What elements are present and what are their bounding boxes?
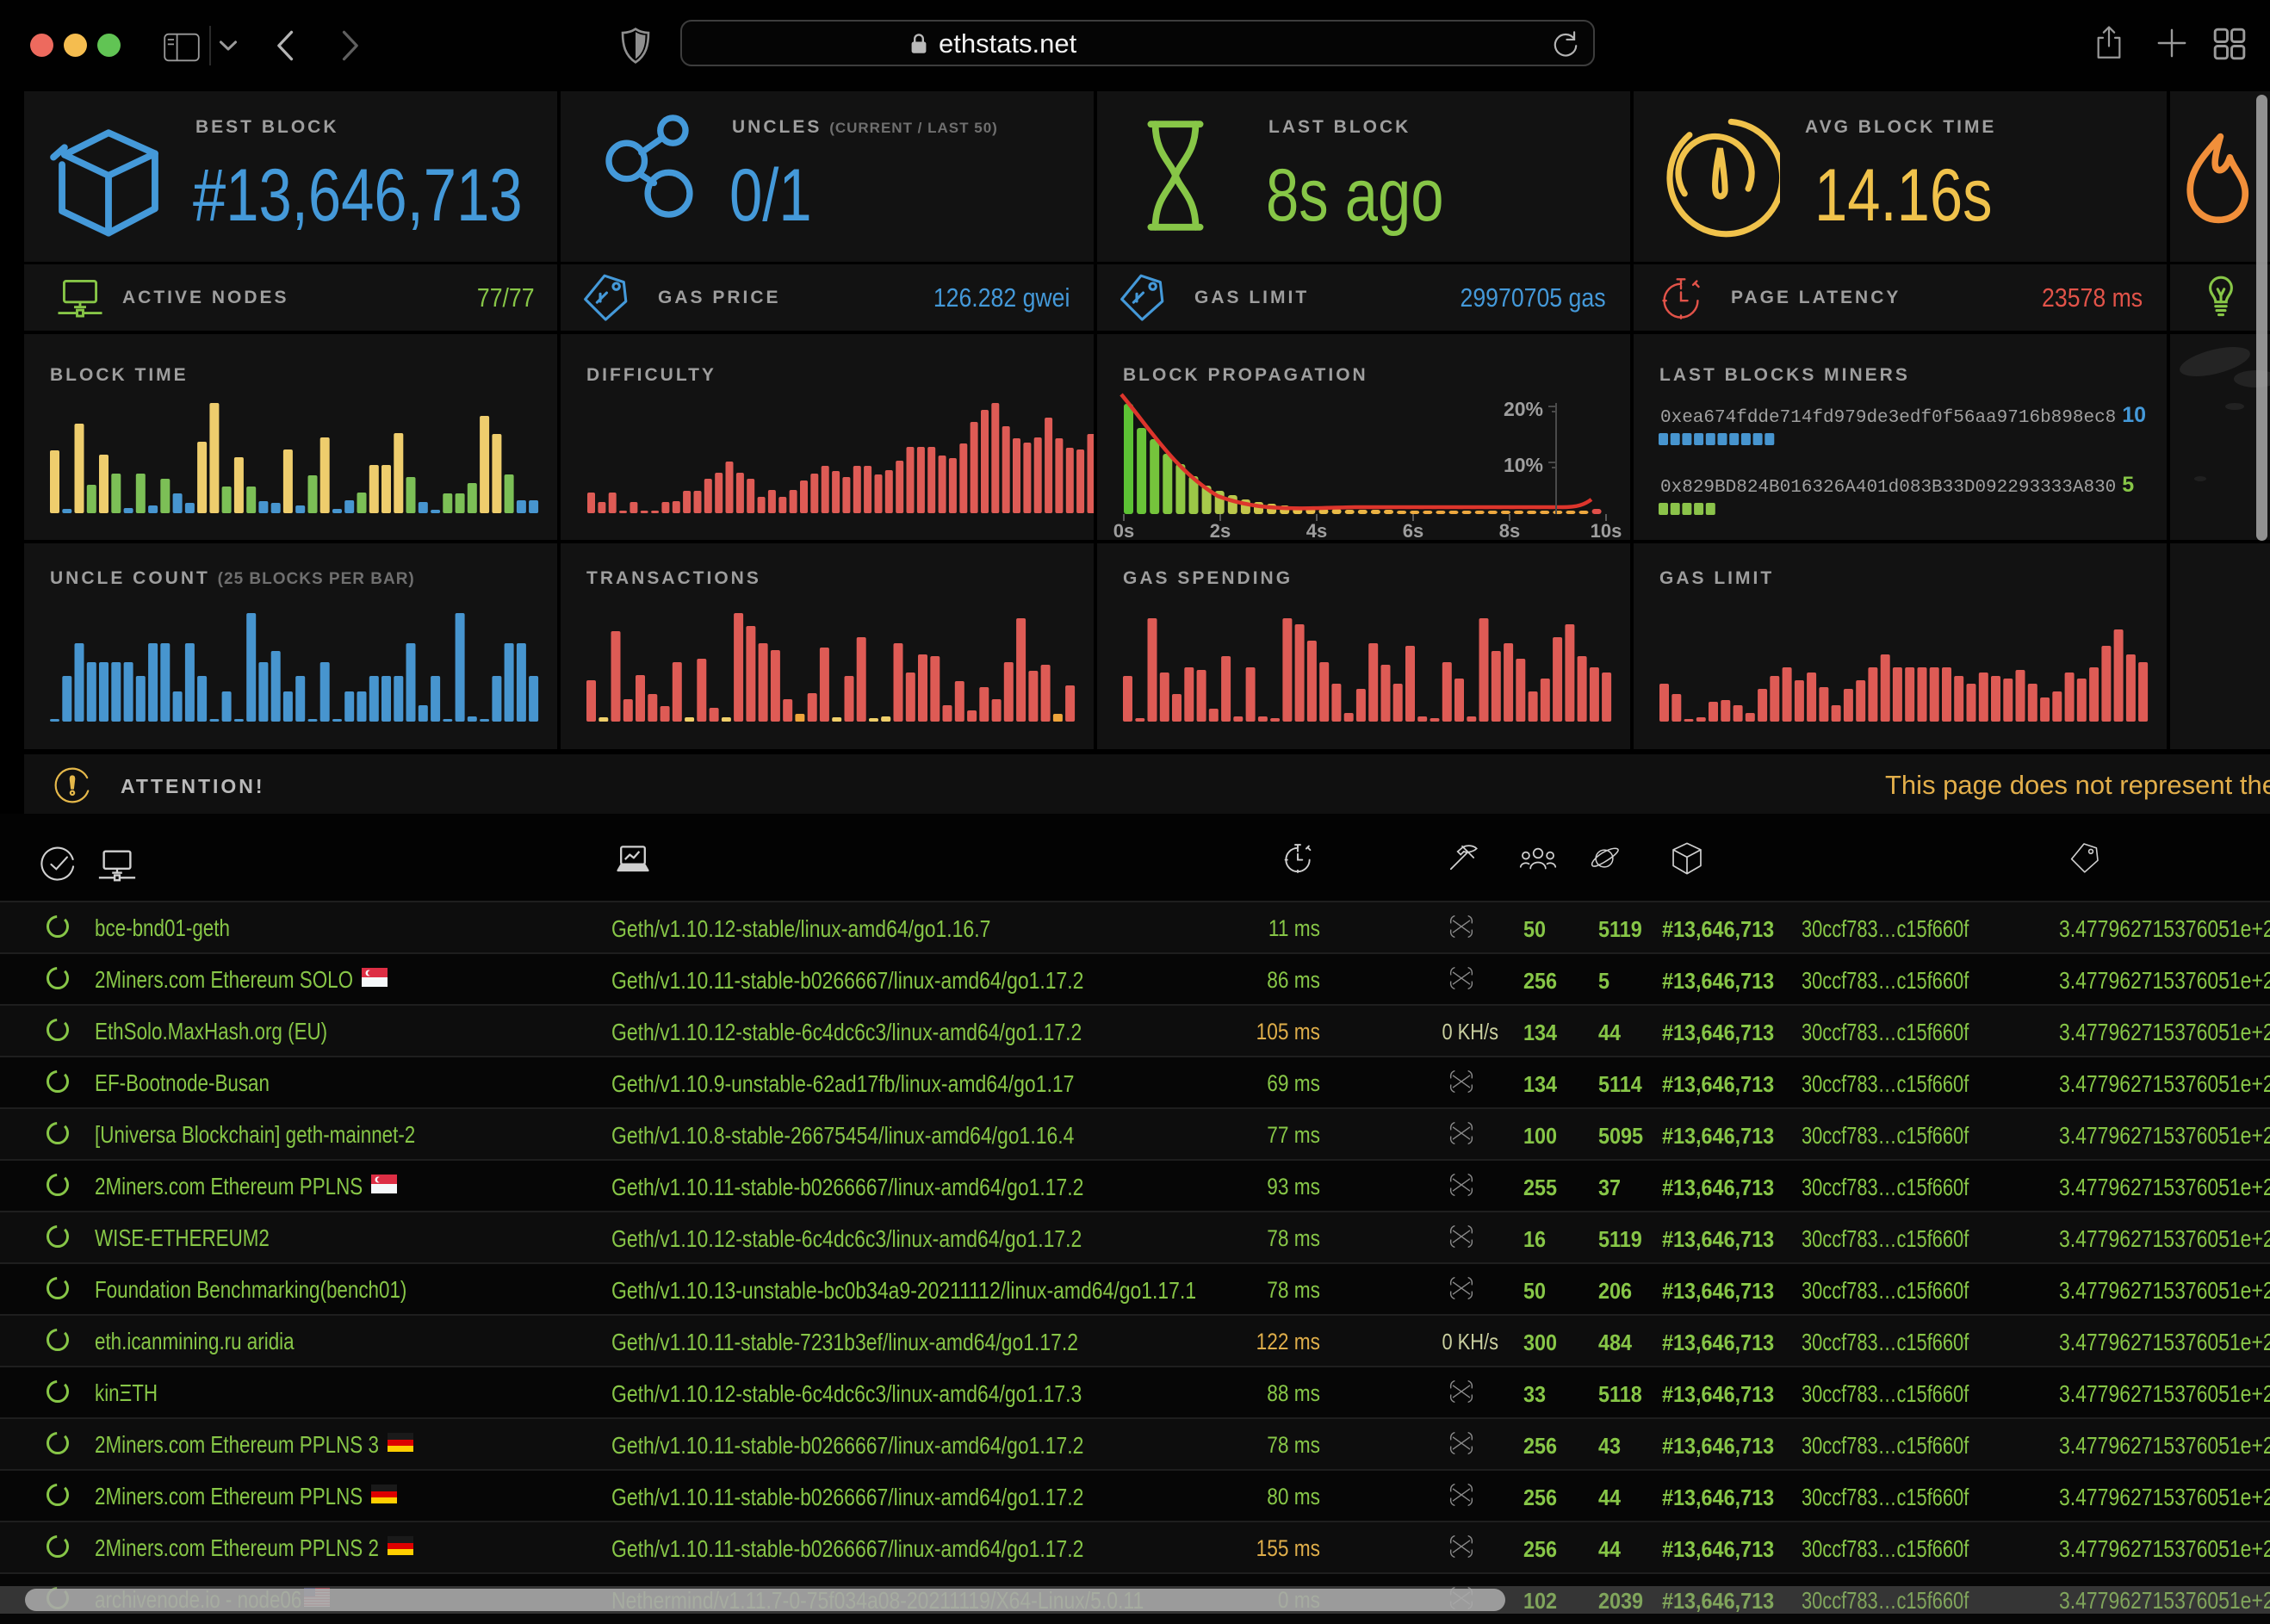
svg-text:2s: 2s: [1210, 520, 1231, 542]
svg-text:10s: 10s: [1591, 520, 1622, 542]
svg-text:4s: 4s: [1306, 520, 1327, 542]
svg-text:10%: 10%: [1504, 454, 1543, 476]
svg-text:0s: 0s: [1113, 520, 1134, 542]
svg-text:8s: 8s: [1499, 520, 1520, 542]
svg-text:20%: 20%: [1504, 398, 1543, 420]
svg-text:6s: 6s: [1403, 520, 1423, 542]
